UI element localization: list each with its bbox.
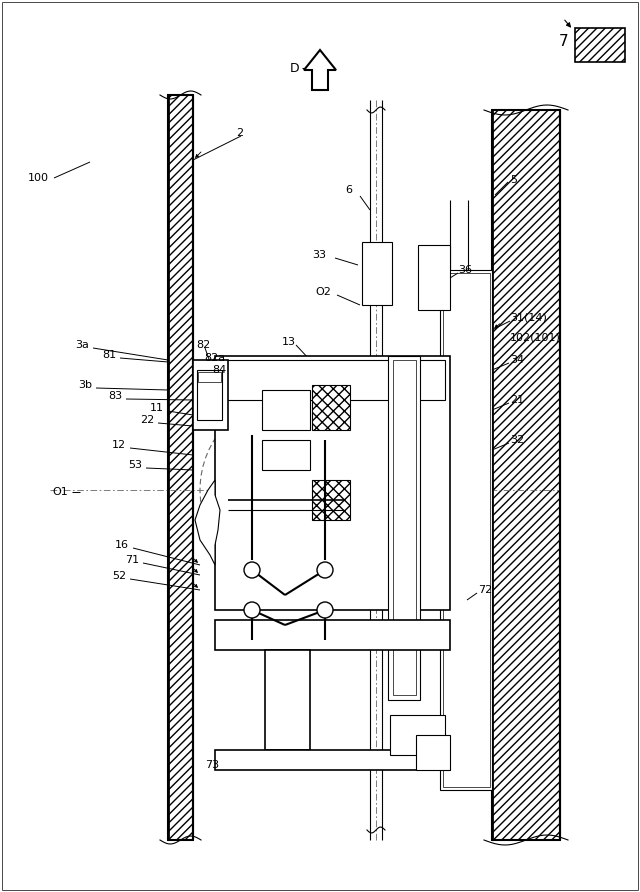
Text: 31(14): 31(14) bbox=[510, 313, 547, 323]
Bar bbox=[416, 735, 450, 770]
Bar bbox=[443, 273, 490, 787]
Circle shape bbox=[244, 562, 260, 578]
Circle shape bbox=[244, 602, 260, 618]
Bar bbox=[418, 245, 450, 310]
Text: 7: 7 bbox=[559, 34, 568, 48]
Text: 5: 5 bbox=[510, 175, 517, 185]
Bar bbox=[198, 372, 221, 382]
Text: 11: 11 bbox=[150, 403, 164, 413]
Text: 3a: 3a bbox=[75, 340, 89, 350]
Text: 6: 6 bbox=[345, 185, 352, 195]
Text: 32: 32 bbox=[510, 435, 524, 445]
Bar bbox=[197, 370, 222, 420]
Bar bbox=[193, 360, 228, 430]
Bar bbox=[390, 715, 445, 755]
Text: 102(101): 102(101) bbox=[510, 333, 561, 343]
Text: 3b: 3b bbox=[78, 380, 92, 390]
Text: 12: 12 bbox=[112, 440, 126, 450]
Text: 83: 83 bbox=[108, 391, 122, 401]
Bar bbox=[220, 360, 445, 400]
Bar bbox=[388, 356, 420, 700]
Text: 2: 2 bbox=[236, 128, 243, 138]
Bar bbox=[215, 750, 450, 770]
Bar bbox=[168, 95, 193, 840]
Text: 13: 13 bbox=[282, 337, 296, 347]
Text: 84: 84 bbox=[212, 365, 227, 375]
Text: 36: 36 bbox=[458, 265, 472, 275]
Text: D: D bbox=[290, 62, 300, 75]
Text: 53: 53 bbox=[128, 460, 142, 470]
Bar bbox=[312, 480, 350, 520]
Text: 34: 34 bbox=[510, 355, 524, 365]
Bar bbox=[440, 270, 492, 790]
Bar bbox=[492, 110, 560, 840]
Text: 81: 81 bbox=[102, 350, 116, 360]
Bar bbox=[575, 28, 625, 62]
Text: 82: 82 bbox=[196, 340, 211, 350]
Circle shape bbox=[317, 602, 333, 618]
Bar bbox=[312, 385, 350, 430]
Bar bbox=[265, 650, 310, 750]
Text: 52: 52 bbox=[112, 571, 126, 581]
Text: O1: O1 bbox=[52, 487, 68, 497]
Polygon shape bbox=[195, 480, 220, 565]
Text: 82a: 82a bbox=[204, 353, 225, 363]
Bar bbox=[393, 360, 416, 695]
Text: 16: 16 bbox=[115, 540, 129, 550]
Bar bbox=[262, 390, 310, 430]
Bar bbox=[215, 356, 450, 610]
Text: O2: O2 bbox=[315, 287, 331, 297]
Circle shape bbox=[317, 562, 333, 578]
Bar bbox=[262, 440, 310, 470]
Text: 100: 100 bbox=[28, 173, 49, 183]
Bar bbox=[362, 242, 392, 305]
Bar bbox=[215, 620, 450, 650]
Text: 22: 22 bbox=[140, 415, 154, 425]
Text: 72: 72 bbox=[478, 585, 492, 595]
Text: 73: 73 bbox=[205, 760, 219, 770]
Polygon shape bbox=[304, 50, 336, 90]
Text: 21: 21 bbox=[510, 395, 524, 405]
Text: 71: 71 bbox=[125, 555, 139, 565]
Text: 33: 33 bbox=[312, 250, 326, 260]
